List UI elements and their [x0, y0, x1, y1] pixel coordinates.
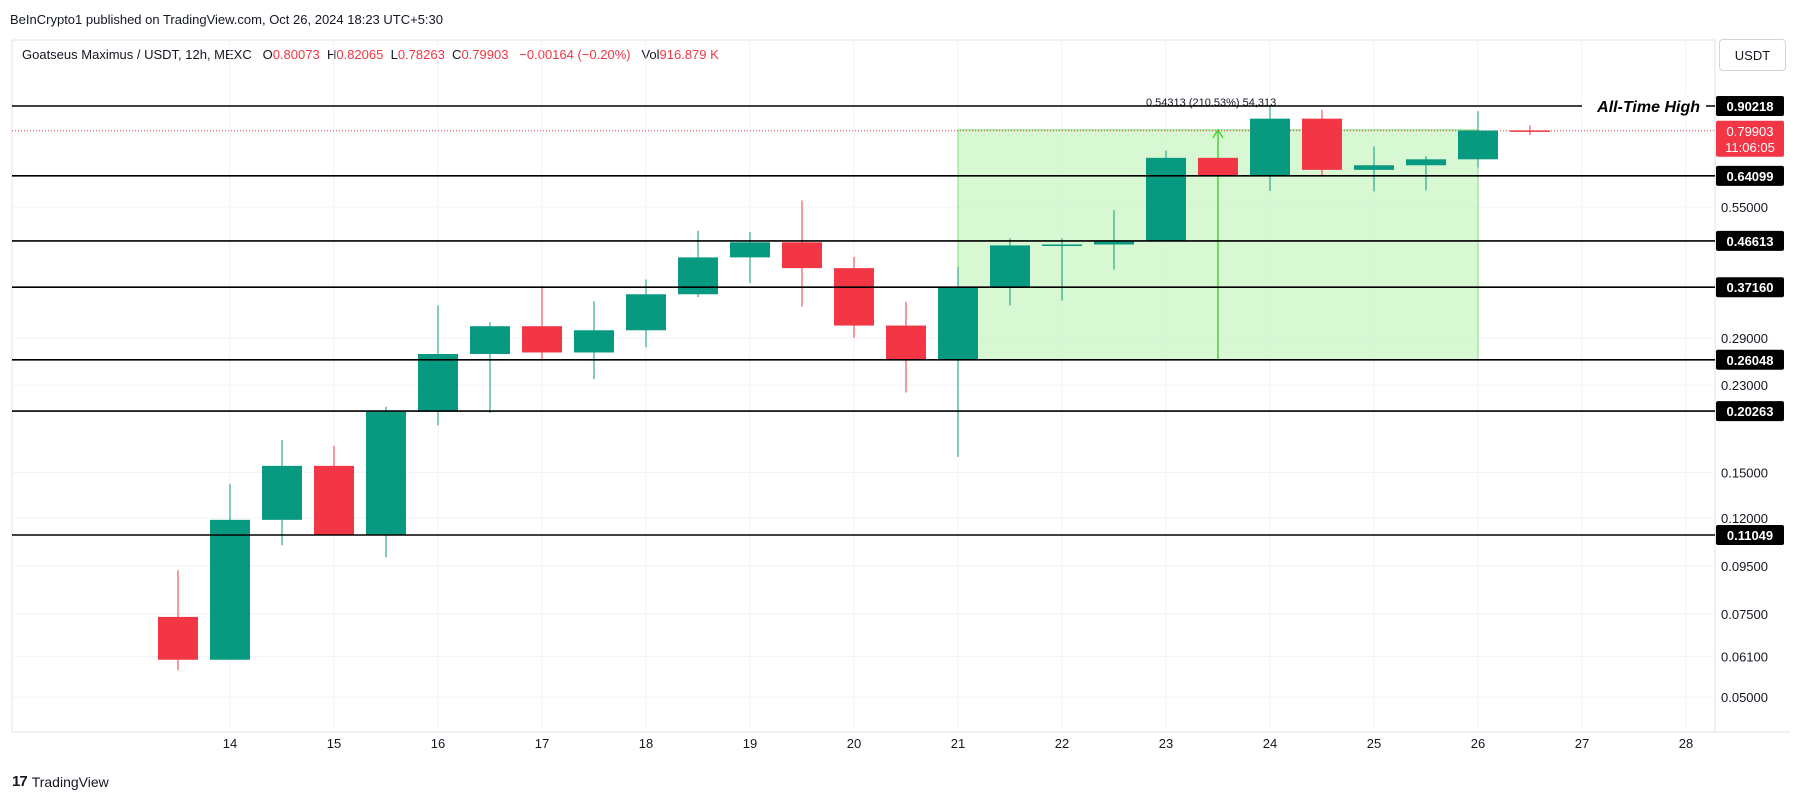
candle-body	[1510, 130, 1550, 132]
candle-body	[262, 465, 302, 520]
candle-body	[158, 616, 198, 660]
level-price-label: 0.11049	[1727, 528, 1773, 543]
y-tick-label: 0.06100	[1721, 649, 1768, 664]
x-tick-label: 16	[431, 736, 445, 751]
close-label: C	[452, 47, 462, 62]
x-tick-label: 28	[1679, 736, 1693, 751]
price-range-label: 0.54313 (210.53%) 54,313	[1146, 97, 1276, 109]
candle-body	[1250, 118, 1290, 176]
candle-body	[366, 411, 406, 535]
candle-body	[1042, 244, 1082, 247]
x-tick-label: 22	[1055, 736, 1069, 751]
candle-body	[470, 326, 510, 354]
level-price-tag	[1716, 230, 1784, 251]
candle-body	[886, 325, 926, 361]
brand-name: TradingView	[31, 773, 109, 790]
candle-body	[938, 286, 978, 361]
x-tick-label: 26	[1471, 736, 1485, 751]
ath-label: All-Time High	[1596, 99, 1700, 116]
level-price-label: 0.20263	[1727, 404, 1774, 419]
y-tick-label: 0.55000	[1721, 200, 1768, 215]
level-price-tag	[1716, 525, 1784, 545]
open-value: 0.80073	[272, 47, 320, 62]
tradingview-logo-icon: 17	[12, 773, 28, 790]
candle-body	[574, 330, 614, 353]
level-price-tag	[1716, 349, 1784, 370]
ath-label-bg	[1582, 95, 1706, 115]
high-value: 0.82065	[336, 47, 384, 62]
candle-body	[990, 245, 1030, 287]
y-tick-label: 0.29000	[1721, 331, 1768, 346]
x-tick-label: 19	[743, 736, 757, 751]
candle-body	[314, 465, 354, 535]
level-price-tag	[1716, 277, 1784, 298]
last-price-tag	[1716, 120, 1784, 157]
candle-body	[1302, 118, 1342, 170]
candle-body	[1458, 130, 1498, 160]
symbol-name[interactable]: Goatseus Maximus / USDT, 12h, MEXC	[22, 47, 252, 62]
candle-body	[678, 257, 718, 295]
candlestick-chart[interactable]: 14 15 16 17 18 19 20 21 22 23 24 25 26 27 28 0.55000 0.2…	[0, 0, 1804, 770]
candle-body	[522, 326, 562, 353]
candle-body	[1406, 159, 1446, 166]
level-price-tag	[1716, 96, 1784, 116]
candle-body	[782, 242, 822, 269]
x-tick-label: 21	[951, 736, 965, 751]
level-price-tag	[1716, 165, 1784, 186]
y-tick-label: 0.23000	[1721, 378, 1768, 393]
low-label: L	[390, 47, 398, 62]
level-price-label: 0.37160	[1727, 280, 1774, 295]
x-tick-label: 27	[1575, 736, 1589, 751]
level-price-tag	[1716, 401, 1784, 422]
published-caption: BeInCrypto1 published on TradingView.com…	[10, 12, 443, 27]
x-tick-label: 18	[639, 736, 653, 751]
last-price-label: 0.79903	[1727, 124, 1774, 139]
high-label: H	[326, 47, 337, 62]
candle-body	[730, 242, 770, 258]
price-range-arrowhead	[1212, 128, 1224, 139]
x-tick-label: 15	[327, 736, 341, 751]
x-tick-label: 24	[1263, 736, 1277, 751]
tradingview-brand[interactable]: 17 TradingView	[12, 773, 109, 790]
y-tick-label: 0.05000	[1721, 690, 1768, 705]
y-tick-label: 0.15000	[1721, 466, 1768, 481]
candle-body	[210, 519, 250, 660]
open-label: O	[262, 47, 273, 62]
low-value: 0.78263	[397, 47, 445, 62]
y-tick-label: 0.12000	[1721, 511, 1768, 526]
candle-body	[1094, 240, 1134, 245]
level-price-label: 0.26048	[1727, 353, 1774, 368]
candle-body	[1198, 157, 1238, 176]
candle-body	[1354, 165, 1394, 170]
candle-countdown-label: 11:06:05	[1725, 140, 1775, 155]
candle-body	[834, 268, 874, 326]
candle-body	[1146, 157, 1186, 241]
close-value: 0.79903	[461, 47, 509, 62]
x-tick-label: 20	[847, 736, 861, 751]
level-price-label: 0.64099	[1727, 169, 1774, 184]
x-tick-label: 17	[535, 736, 549, 751]
x-tick-label: 23	[1159, 736, 1173, 751]
x-tick-label: 25	[1367, 736, 1381, 751]
currency-button[interactable]: USDT	[1719, 39, 1786, 71]
volume-value: 916.879 K	[659, 47, 719, 62]
x-tick-label: 14	[223, 736, 237, 751]
candle-body	[418, 353, 458, 412]
level-price-label: 0.46613	[1727, 234, 1774, 249]
level-price-label: 0.90218	[1727, 99, 1774, 114]
candle-body	[626, 294, 666, 331]
y-tick-label: 0.07500	[1721, 607, 1768, 622]
y-tick-label: 0.09500	[1721, 559, 1768, 574]
change-value: −0.00164 (−0.20%)	[519, 47, 631, 62]
